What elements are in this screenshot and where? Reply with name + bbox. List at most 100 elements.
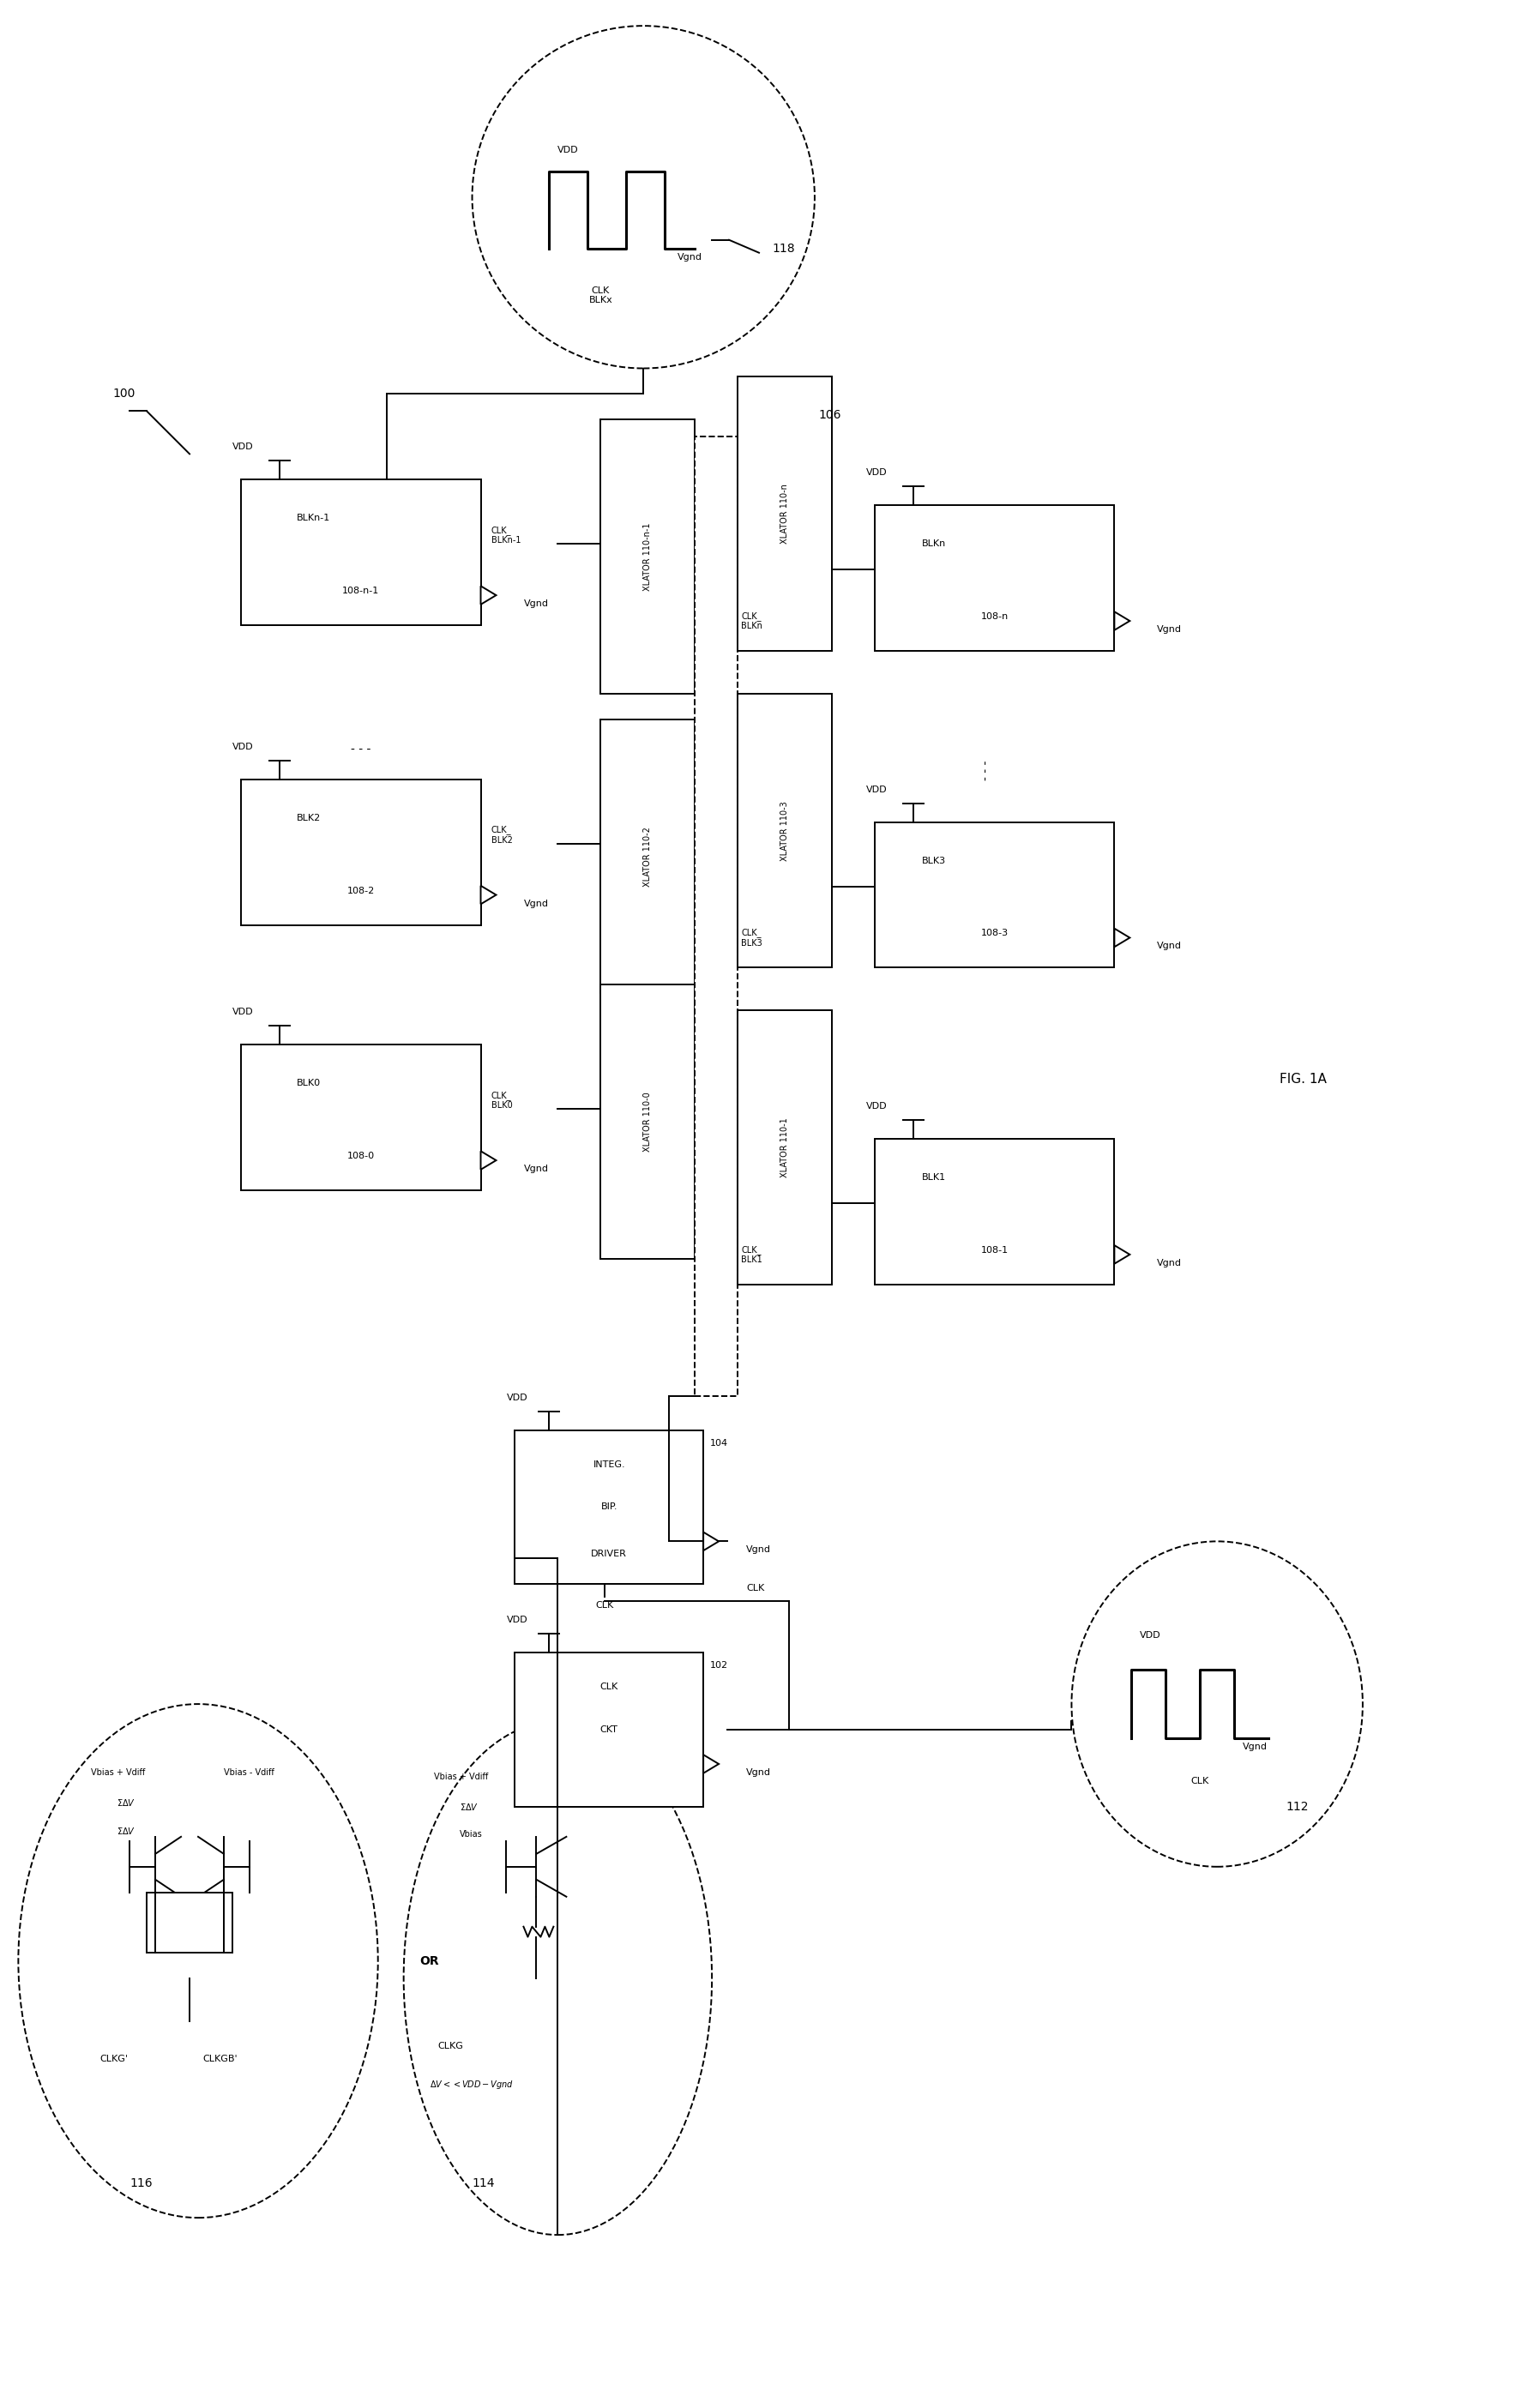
Text: VDD: VDD — [507, 1616, 527, 1625]
Text: CLK_
BLK2: CLK_ BLK2 — [492, 826, 513, 845]
Polygon shape — [481, 585, 496, 604]
Text: CLK: CLK — [1190, 1777, 1209, 1784]
Text: VDD: VDD — [866, 470, 888, 477]
Text: CLK_
BLK0: CLK_ BLK0 — [492, 1091, 511, 1110]
Text: Vbias + Vdiff: Vbias + Vdiff — [91, 1767, 146, 1777]
Text: VDD: VDD — [866, 1103, 888, 1110]
Text: - - -: - - - — [980, 761, 992, 780]
Text: Vgnd: Vgnd — [1157, 626, 1183, 633]
Text: 114: 114 — [472, 2177, 495, 2189]
Text: BLK0: BLK0 — [296, 1079, 321, 1088]
Text: CLK_
BLKn-1: CLK_ BLKn-1 — [492, 525, 521, 544]
Text: VDD: VDD — [1140, 1630, 1161, 1640]
Bar — [874, 821, 1115, 968]
Text: XLATOR 110-3: XLATOR 110-3 — [780, 802, 790, 860]
Text: XLATOR 110-1: XLATOR 110-1 — [780, 1117, 790, 1178]
Text: 116: 116 — [129, 2177, 152, 2189]
Text: Vgnd: Vgnd — [1157, 1259, 1183, 1267]
Text: CLK_
BLKn: CLK_ BLKn — [740, 612, 762, 631]
Text: INTEG.: INTEG. — [593, 1459, 625, 1469]
Text: - - -: - - - — [350, 744, 370, 756]
Text: 108-1: 108-1 — [980, 1245, 1008, 1255]
Text: CLK_
BLK1: CLK_ BLK1 — [740, 1245, 762, 1264]
Bar — [737, 1011, 833, 1283]
Text: 118: 118 — [773, 243, 794, 255]
Text: CLK: CLK — [601, 1683, 619, 1690]
Text: 104: 104 — [710, 1438, 728, 1447]
Text: CLKGB': CLKGB' — [203, 2054, 237, 2064]
Text: $\Sigma\Delta V$: $\Sigma\Delta V$ — [459, 1801, 478, 1811]
Text: Vbias: Vbias — [459, 1830, 482, 1837]
Polygon shape — [1115, 1245, 1130, 1264]
Polygon shape — [1115, 612, 1130, 631]
Bar — [874, 1139, 1115, 1283]
Ellipse shape — [404, 1722, 711, 2235]
Text: $\Sigma\Delta V$: $\Sigma\Delta V$ — [117, 1825, 135, 1835]
Text: Vbias + Vdiff: Vbias + Vdiff — [433, 1772, 488, 1782]
Text: FIG. 1A: FIG. 1A — [1279, 1072, 1326, 1086]
Bar — [241, 479, 481, 626]
Text: $\Sigma\Delta V$: $\Sigma\Delta V$ — [117, 1796, 135, 1808]
Bar — [737, 378, 833, 650]
Bar — [737, 694, 833, 968]
Bar — [147, 1893, 232, 1953]
Bar — [515, 1430, 703, 1584]
Text: BLK1: BLK1 — [922, 1173, 946, 1182]
Text: 106: 106 — [819, 409, 842, 421]
Polygon shape — [481, 1151, 496, 1170]
Text: CLK_
BLK3: CLK_ BLK3 — [740, 927, 762, 946]
Text: CLKG': CLKG' — [100, 2054, 127, 2064]
Text: OR: OR — [419, 1955, 439, 1967]
Text: VDD: VDD — [232, 443, 253, 450]
Text: BLK3: BLK3 — [922, 857, 946, 864]
Bar — [515, 1652, 703, 1806]
Text: VDD: VDD — [232, 1009, 253, 1016]
Text: BLKn-1: BLKn-1 — [296, 513, 330, 523]
Text: CLK
BLKx: CLK BLKx — [588, 287, 613, 306]
Text: 108-n-1: 108-n-1 — [343, 588, 379, 595]
Text: 100: 100 — [112, 388, 135, 400]
Text: Vgnd: Vgnd — [746, 1546, 771, 1553]
Polygon shape — [1115, 929, 1130, 946]
Text: XLATOR 110-n: XLATOR 110-n — [780, 484, 790, 544]
Text: Vgnd: Vgnd — [524, 1165, 548, 1173]
Bar — [601, 720, 694, 995]
Text: XLATOR 110-0: XLATOR 110-0 — [644, 1091, 651, 1151]
Bar — [241, 780, 481, 925]
Text: Vgnd: Vgnd — [1243, 1743, 1267, 1751]
Ellipse shape — [18, 1705, 378, 2218]
Text: Vgnd: Vgnd — [1157, 942, 1183, 951]
Text: 108-0: 108-0 — [347, 1151, 375, 1161]
Polygon shape — [703, 1755, 719, 1772]
Text: Vgnd: Vgnd — [677, 253, 702, 262]
Text: XLATOR 110-n-1: XLATOR 110-n-1 — [644, 523, 651, 590]
Text: Vgnd: Vgnd — [524, 600, 548, 609]
Text: 112: 112 — [1286, 1801, 1309, 1813]
Text: 102: 102 — [710, 1662, 728, 1669]
Text: VDD: VDD — [866, 785, 888, 795]
Text: Vbias - Vdiff: Vbias - Vdiff — [224, 1767, 275, 1777]
Bar — [694, 436, 737, 1397]
Bar — [874, 506, 1115, 650]
Text: CLKG: CLKG — [438, 2042, 464, 2052]
Text: BIP.: BIP. — [601, 1503, 617, 1512]
Text: BLKn: BLKn — [922, 539, 946, 549]
Ellipse shape — [1072, 1541, 1362, 1866]
Text: VDD: VDD — [232, 742, 253, 751]
Text: DRIVER: DRIVER — [591, 1551, 627, 1558]
Ellipse shape — [472, 26, 814, 368]
Text: VDD: VDD — [558, 147, 579, 154]
Bar — [601, 985, 694, 1259]
Polygon shape — [481, 886, 496, 903]
Text: CLK: CLK — [746, 1584, 765, 1592]
Text: 108-2: 108-2 — [347, 886, 375, 896]
Text: 108-n: 108-n — [980, 612, 1008, 621]
Text: VDD: VDD — [507, 1394, 527, 1401]
Bar — [601, 419, 694, 694]
Text: Vgnd: Vgnd — [524, 898, 548, 908]
Text: $\Delta V << VDD - Vgnd$: $\Delta V << VDD - Vgnd$ — [430, 2078, 513, 2090]
Bar — [241, 1045, 481, 1190]
Text: CKT: CKT — [601, 1727, 617, 1734]
Polygon shape — [703, 1531, 719, 1551]
Text: CLK: CLK — [596, 1601, 614, 1611]
